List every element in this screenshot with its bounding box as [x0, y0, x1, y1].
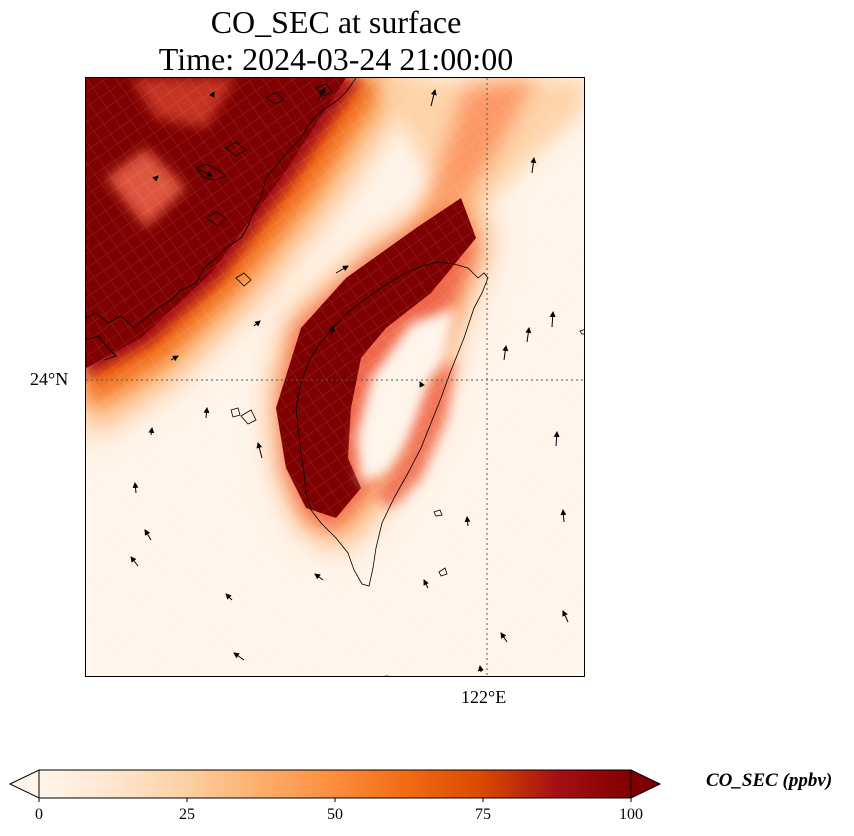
colorbar-tick-0: 0	[35, 806, 43, 823]
map-subtitle-time: Time: 2024-03-24 21:00:00	[158, 41, 514, 77]
wind-vectors	[130, 87, 569, 676]
colorbar-tick-25: 25	[179, 806, 195, 823]
map-canvas	[86, 78, 584, 676]
colorbar-extend-max	[630, 769, 662, 799]
gridlines	[86, 78, 584, 676]
colorbar-tick-50: 50	[327, 806, 343, 823]
colorbar-tick-100: 100	[619, 806, 643, 823]
colorbar-title: CO_SEC (ppbv)	[706, 770, 833, 791]
longitude-tick-label: 122°E	[461, 687, 507, 707]
colorbar	[8, 768, 663, 802]
colorbar-tick-75: 75	[475, 806, 491, 823]
latitude-tick-label: 24°N	[30, 369, 69, 389]
taiwan-coastline	[295, 261, 489, 587]
colorbar-extend-min	[8, 769, 40, 799]
map-panel	[85, 77, 585, 677]
map-title: CO_SEC at surface	[210, 4, 462, 40]
colorbar-ticks	[38, 798, 632, 802]
colorbar-gradient	[38, 769, 632, 799]
colorbar-graphic	[8, 769, 662, 802]
